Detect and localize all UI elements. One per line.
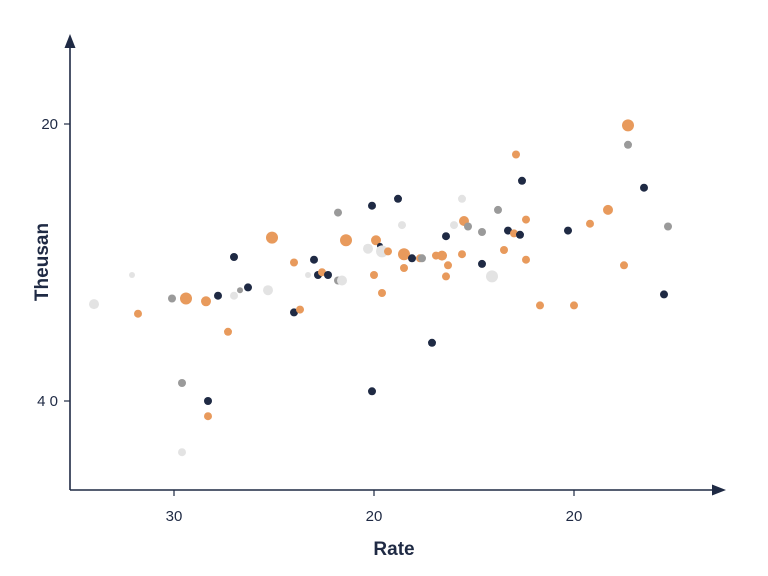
data-point (337, 275, 347, 286)
data-point (564, 226, 572, 235)
y-axis-arrow (64, 34, 76, 48)
data-point (89, 299, 99, 310)
x-axis-arrow (712, 484, 726, 496)
data-point (224, 327, 232, 336)
data-point (442, 232, 450, 241)
data-point (376, 245, 388, 258)
data-point (310, 255, 318, 264)
data-point (204, 397, 212, 405)
data-point (510, 229, 518, 238)
y-tick-label: 4 0 (37, 393, 58, 410)
data-point (478, 259, 486, 268)
data-point (340, 234, 352, 247)
data-point (334, 208, 342, 217)
data-point (178, 379, 186, 387)
data-point (290, 308, 298, 317)
data-point (398, 221, 406, 230)
y-axis-title: Theusan (32, 223, 53, 301)
data-point (624, 140, 632, 149)
data-point (129, 272, 135, 278)
data-point (478, 228, 486, 236)
x-tick-label: 30 (166, 508, 183, 525)
data-point (363, 243, 373, 254)
data-point (664, 222, 672, 231)
data-point (418, 254, 426, 263)
data-point (603, 204, 613, 215)
data-point (230, 253, 238, 261)
data-point (437, 250, 447, 261)
data-point (178, 448, 186, 457)
data-point (214, 291, 222, 300)
data-point (168, 294, 176, 303)
data-point (428, 338, 436, 347)
data-point (368, 387, 376, 396)
data-point (204, 412, 212, 421)
data-point (371, 235, 381, 246)
data-point (444, 261, 452, 270)
data-point (458, 194, 466, 203)
data-point (516, 230, 524, 239)
data-point (458, 250, 466, 259)
data-point (586, 219, 594, 228)
data-point (266, 231, 278, 244)
data-point (290, 258, 298, 267)
data-point (464, 222, 472, 231)
data-point (536, 301, 544, 310)
data-point (134, 309, 142, 318)
data-point (442, 272, 450, 281)
x-axis-title: Rate (373, 539, 414, 560)
data-point (378, 289, 386, 297)
data-point (237, 287, 243, 294)
data-point (324, 271, 332, 279)
data-point (620, 261, 628, 270)
data-point (522, 215, 530, 224)
data-point (400, 264, 408, 272)
data-point (408, 254, 416, 263)
data-point (263, 285, 273, 296)
x-ticks: 30 20 20 (166, 490, 583, 525)
axes: Rate Theusan (32, 34, 726, 560)
data-point (318, 268, 326, 277)
data-point (500, 246, 508, 254)
data-point (230, 291, 238, 300)
data-point (640, 183, 648, 192)
x-tick-label: 20 (366, 508, 383, 525)
data-point (180, 292, 192, 305)
data-point (394, 194, 402, 203)
data-point (494, 205, 502, 214)
data-point (622, 119, 634, 132)
data-points (89, 119, 672, 457)
data-point (398, 248, 410, 261)
data-point (518, 176, 526, 185)
y-tick-label: 20 (41, 116, 58, 133)
data-point (296, 305, 304, 314)
data-point (486, 270, 498, 283)
data-point (368, 201, 376, 210)
data-point (450, 221, 458, 230)
data-point (384, 247, 392, 256)
data-point (244, 283, 252, 292)
data-point (370, 271, 378, 279)
data-point (570, 301, 578, 310)
data-point (660, 290, 668, 299)
data-point (305, 272, 311, 278)
y-ticks: 20 4 0 (37, 116, 70, 410)
data-point (201, 296, 211, 307)
x-tick-label: 20 (566, 508, 583, 525)
data-point (522, 255, 530, 264)
data-point (504, 226, 512, 235)
data-point (512, 150, 520, 159)
